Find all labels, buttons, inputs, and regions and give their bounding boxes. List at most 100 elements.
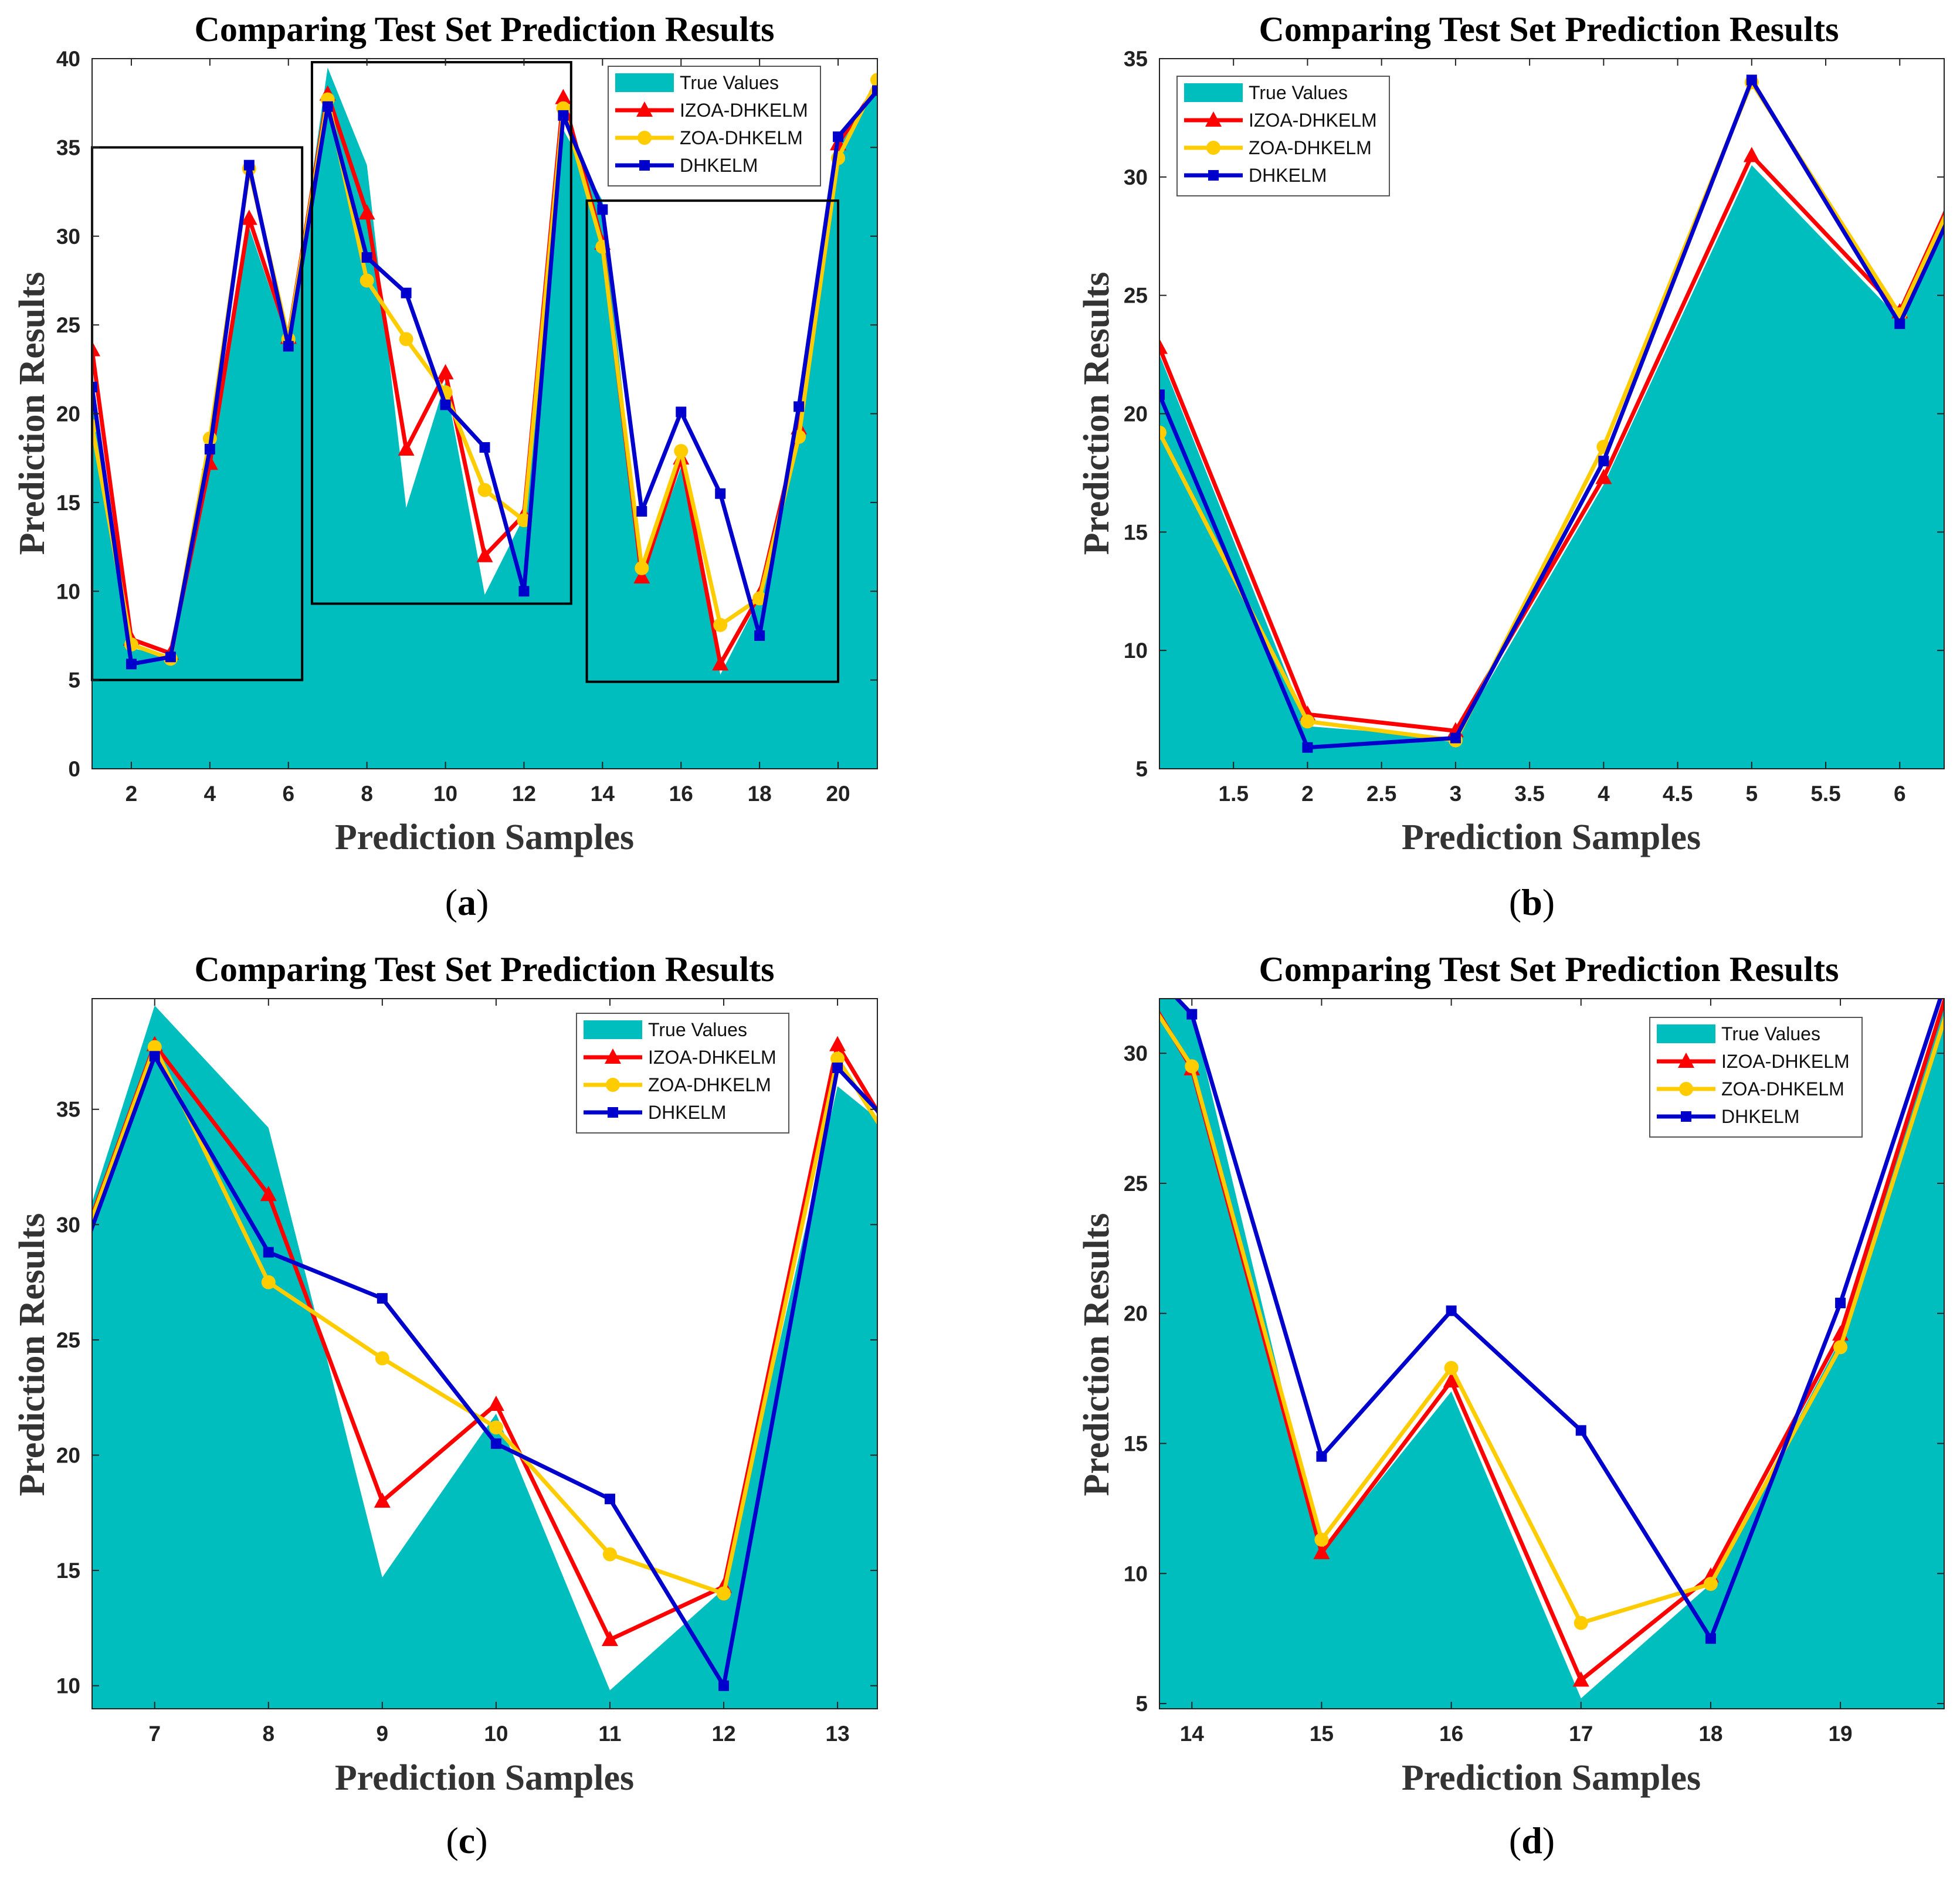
data-point-dhkelm: [1186, 1009, 1198, 1020]
data-point-dhkelm: [490, 1438, 501, 1449]
legend-marker: [606, 1078, 620, 1092]
legend-marker: [636, 101, 653, 117]
legend-marker: [637, 131, 652, 145]
legend-marker: [1678, 1053, 1694, 1068]
x-axis-label-d: Prediction Samples: [1402, 1758, 1701, 1798]
panel-label-c: (c): [446, 1820, 487, 1861]
data-point-zoa-dhkelm: [360, 273, 374, 288]
data-point-dhkelm: [126, 659, 137, 670]
panel-label-d: (d): [1509, 1820, 1555, 1861]
y-tick-label: 30: [56, 225, 80, 249]
legend-swatch: [615, 73, 674, 92]
y-axis-label-c: Prediction Results: [12, 1213, 52, 1496]
data-point-zoa-dhkelm: [1444, 1360, 1459, 1375]
legend-entry-label: IZOA-DHKELM: [1249, 110, 1377, 131]
chart-panel-b: Comparing Test Set Prediction Results 1.…: [1077, 10, 1945, 923]
y-tick-label: 40: [56, 47, 80, 71]
x-tick-label: 3.5: [1514, 782, 1544, 806]
x-tick-label: 2.5: [1366, 782, 1396, 806]
x-tick-label: 12: [711, 1722, 735, 1746]
data-point-zoa-dhkelm: [1574, 1616, 1588, 1630]
legend-entry-label: True Values: [1721, 1023, 1820, 1044]
data-point-izoa-dhkelm: [601, 1631, 618, 1647]
legend-swatch: [1657, 1024, 1715, 1043]
y-tick-label: 20: [1124, 1302, 1148, 1326]
data-point-dhkelm: [1450, 732, 1461, 744]
data-point-zoa-dhkelm: [674, 444, 689, 459]
y-tick-label: 20: [56, 402, 80, 426]
legend-entry-label: True Values: [680, 72, 779, 93]
data-point-zoa-dhkelm: [713, 617, 728, 632]
y-tick-label: 15: [56, 491, 80, 515]
data-point-zoa-dhkelm: [399, 332, 413, 347]
plot-area-a: 2 4 6 8 10 12 14 16 18 20 0 5 10 15 20 25 30 35 40 True Val…: [56, 47, 878, 806]
chart-title-c: Comparing Test Set Prediction Results: [195, 950, 775, 989]
legend-entry-label: DHKELM: [680, 155, 758, 176]
data-point-dhkelm: [92, 382, 97, 393]
data-point-dhkelm: [597, 204, 608, 215]
data-point-dhkelm: [833, 131, 844, 142]
data-point-dhkelm: [1575, 1425, 1586, 1436]
x-tick-label: 6: [1894, 782, 1906, 806]
data-point-izoa-dhkelm: [398, 440, 415, 456]
y-tick-label: 25: [1124, 1172, 1148, 1196]
data-point-zoa-dhkelm: [375, 1351, 389, 1366]
legend-swatch: [1184, 83, 1243, 102]
plot-area-b: 1.5 2 2.5 3 3.5 4 4.5 5 5.5 6 5 10 15 20 25 30 35 True Va…: [1124, 47, 1945, 806]
x-tick-label: 5: [1746, 782, 1758, 806]
data-point-zoa-dhkelm: [752, 591, 767, 606]
y-tick-label: 25: [56, 1328, 80, 1352]
y-tick-label: 0: [68, 757, 80, 781]
legend-marker: [1206, 141, 1220, 155]
chart-panel-c: Comparing Test Set Prediction Results 7 8…: [12, 950, 957, 1861]
data-point-dhkelm: [1302, 742, 1313, 753]
data-point-dhkelm: [1705, 1633, 1716, 1644]
data-point-dhkelm: [718, 1680, 730, 1691]
x-tick-label: 15: [1310, 1722, 1334, 1746]
data-point-dhkelm: [283, 341, 294, 352]
series-line-zoa-dhkelm: [1159, 1012, 1944, 1626]
legend-entry-label: DHKELM: [1249, 165, 1327, 186]
x-tick-label: 20: [826, 782, 850, 806]
data-point-dhkelm: [794, 401, 805, 412]
legend-entry-label: DHKELM: [648, 1102, 726, 1123]
data-point-dhkelm: [604, 1494, 615, 1505]
legend-entry-label: True Values: [648, 1019, 747, 1040]
legend-entry-label: IZOA-DHKELM: [680, 100, 808, 121]
data-point-dhkelm: [361, 252, 372, 263]
true-values-area: [92, 1005, 877, 1709]
y-tick-label: 10: [56, 579, 80, 603]
series-layer-c: [92, 1005, 957, 1709]
data-point-zoa-dhkelm: [1185, 1059, 1199, 1074]
panel-label-a: (a): [445, 881, 489, 923]
series-line-dhkelm: [1174, 999, 1942, 1641]
y-tick-label: 10: [1124, 639, 1148, 663]
data-point-dhkelm: [243, 160, 255, 171]
legend-marker: [1208, 170, 1219, 181]
data-point-zoa-dhkelm: [477, 483, 492, 497]
data-point-dhkelm: [1598, 456, 1609, 467]
legend-entry-label: DHKELM: [1721, 1106, 1799, 1127]
x-tick-label: 5.5: [1810, 782, 1840, 806]
y-tick-label: 25: [56, 313, 80, 337]
axes-frame: [1159, 998, 1945, 1709]
y-tick-label: 25: [1124, 284, 1148, 308]
x-tick-label: 12: [512, 782, 536, 806]
x-tick-label: 10: [484, 1722, 508, 1746]
y-tick-label: 15: [1124, 520, 1148, 544]
legend-marker: [639, 160, 650, 171]
x-tick-label: 6: [282, 782, 294, 806]
data-point-dhkelm: [1835, 1298, 1846, 1308]
legend-swatch: [584, 1020, 642, 1039]
data-point-dhkelm: [377, 1293, 388, 1304]
data-point-izoa-dhkelm: [487, 1396, 504, 1411]
chart-panel-d: Comparing Test Set Prediction Results 14…: [1077, 950, 1945, 1861]
x-tick-label: 4.5: [1663, 782, 1693, 806]
data-point-dhkelm: [558, 110, 569, 121]
data-point-izoa-dhkelm: [358, 204, 375, 220]
data-point-dhkelm: [946, 1185, 957, 1195]
x-tick-label: 10: [433, 782, 457, 806]
true-values-area: [1159, 165, 1944, 769]
data-point-izoa-dhkelm: [437, 364, 454, 379]
legend: True Values IZOA-DHKELM ZOA-DHKELM DHKELM: [608, 66, 821, 186]
